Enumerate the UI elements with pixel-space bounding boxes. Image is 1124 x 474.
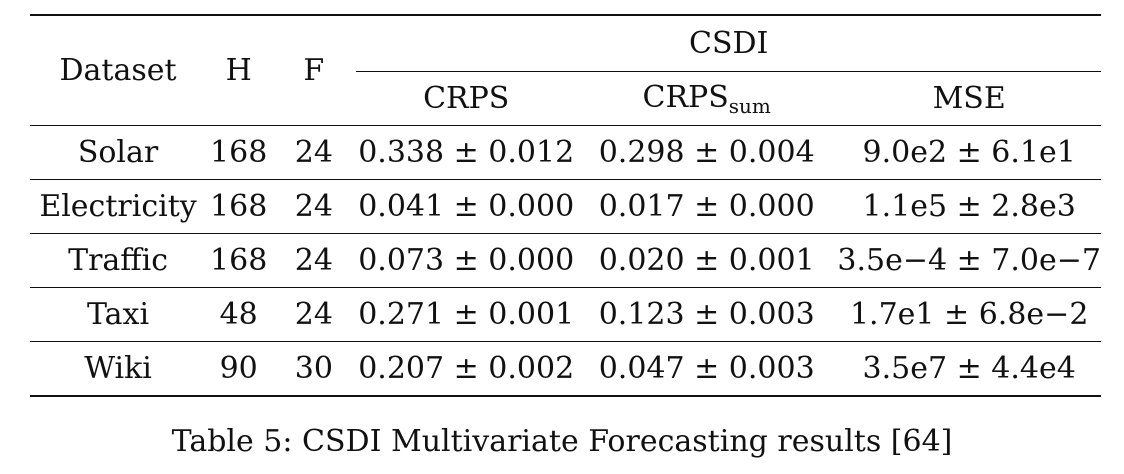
header-f: F bbox=[271, 14, 357, 126]
cell-f: 24 bbox=[271, 233, 357, 288]
header-crps-sum: CRPSsum bbox=[576, 72, 837, 126]
cell-mse: 3.5e−4 ± 7.0e−7 bbox=[837, 233, 1101, 288]
table-row: Traffic 168 24 0.073 ± 0.000 0.020 ± 0.0… bbox=[30, 233, 1101, 288]
cell-f: 24 bbox=[271, 287, 357, 342]
cell-crps: 0.207 ± 0.002 bbox=[356, 341, 577, 397]
cell-crps-sum: 0.047 ± 0.003 bbox=[576, 341, 838, 397]
cell-h: 168 bbox=[206, 233, 272, 288]
table-row: Wiki 90 30 0.207 ± 0.002 0.047 ± 0.003 3… bbox=[30, 341, 1101, 397]
cell-dataset: Solar bbox=[30, 125, 207, 180]
table-row: Electricity 168 24 0.041 ± 0.000 0.017 ±… bbox=[30, 179, 1101, 234]
cell-crps: 0.338 ± 0.012 bbox=[356, 125, 577, 180]
cell-crps: 0.271 ± 0.001 bbox=[356, 287, 577, 342]
header-mse: MSE bbox=[932, 81, 1006, 116]
table-caption: Table 5: CSDI Multivariate Forecasting r… bbox=[171, 424, 953, 459]
cell-mse: 3.5e7 ± 4.4e4 bbox=[837, 341, 1101, 397]
cell-dataset: Wiki bbox=[30, 341, 207, 397]
cell-crps-sum: 0.020 ± 0.001 bbox=[576, 233, 838, 288]
cell-mse: 1.1e5 ± 2.8e3 bbox=[837, 179, 1101, 234]
results-table-container: Dataset H F CSDI CRPS CRPSsum MSE Solar … bbox=[30, 14, 1101, 397]
cell-h: 48 bbox=[206, 287, 272, 342]
cell-f: 24 bbox=[271, 125, 357, 180]
header-crps-sum-base: CRPS bbox=[642, 79, 729, 115]
cell-h: 90 bbox=[206, 341, 272, 397]
header-h: H bbox=[206, 14, 272, 126]
cell-mse: 1.7e1 ± 6.8e−2 bbox=[837, 287, 1101, 342]
cell-crps-sum: 0.123 ± 0.003 bbox=[576, 287, 838, 342]
cell-f: 30 bbox=[271, 341, 357, 397]
cell-crps: 0.041 ± 0.000 bbox=[356, 179, 577, 234]
cell-crps: 0.073 ± 0.000 bbox=[356, 233, 577, 288]
table-row: Solar 168 24 0.338 ± 0.012 0.298 ± 0.004… bbox=[30, 125, 1101, 180]
header-group-csdi: CSDI bbox=[356, 14, 1101, 72]
cell-crps-sum: 0.298 ± 0.004 bbox=[576, 125, 838, 180]
table-row: Taxi 48 24 0.271 ± 0.001 0.123 ± 0.003 1… bbox=[30, 287, 1101, 342]
cell-h: 168 bbox=[206, 179, 272, 234]
cell-mse: 9.0e2 ± 6.1e1 bbox=[837, 125, 1101, 180]
cell-dataset: Electricity bbox=[30, 179, 207, 234]
header-dataset: Dataset bbox=[30, 14, 207, 126]
cell-dataset: Traffic bbox=[30, 233, 207, 288]
header-crps: CRPS bbox=[423, 81, 510, 116]
header-crps-sum-subscript: sum bbox=[728, 93, 771, 118]
results-table: Dataset H F CSDI CRPS CRPSsum MSE Solar … bbox=[30, 14, 1101, 397]
header-row-1: Dataset H F CSDI bbox=[30, 14, 1101, 126]
header-row-2: CRPS CRPSsum MSE bbox=[30, 72, 1101, 126]
cell-dataset: Taxi bbox=[30, 287, 207, 342]
cell-crps-sum: 0.017 ± 0.000 bbox=[576, 179, 838, 234]
cell-f: 24 bbox=[271, 179, 357, 234]
cell-h: 168 bbox=[206, 125, 272, 180]
